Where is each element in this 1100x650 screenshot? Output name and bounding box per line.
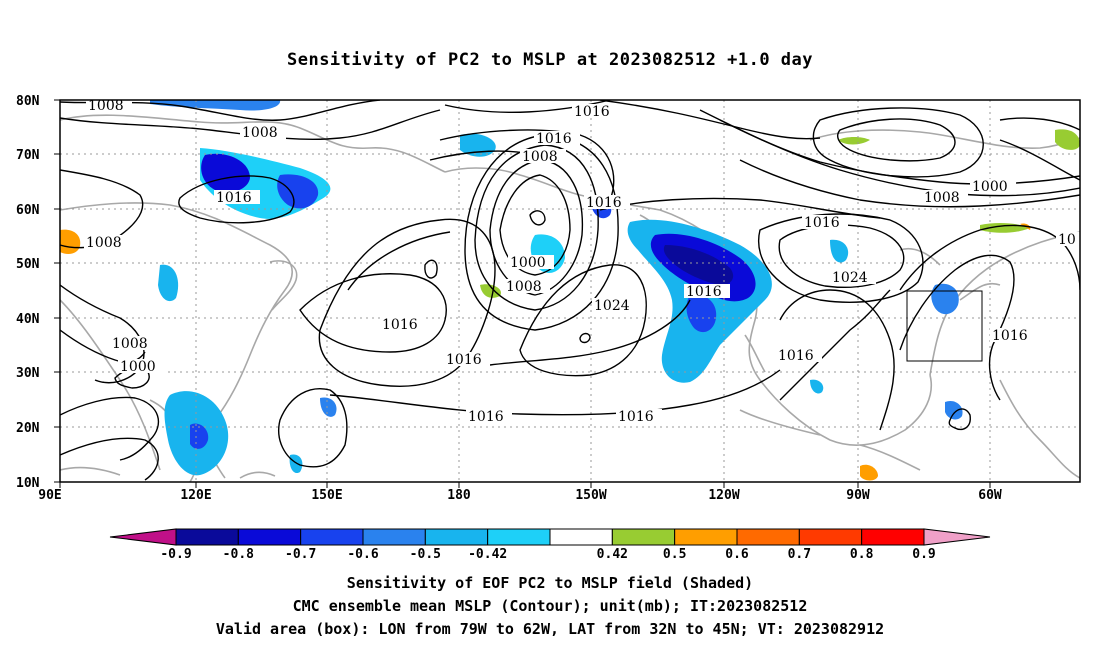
longitude-labels: 90E 120E 150E 180 150W 120W 90W 60W [38,488,1002,503]
contour-label: 1008 [506,279,542,295]
axis-ticks [54,99,991,488]
contour-label: 10 [1058,232,1076,248]
contour-label: 1000 [972,179,1008,195]
map-plot-area: 1008 1008 1016 1008 1016 1000 1008 1008 … [60,98,1080,482]
contour-label: 1000 [510,255,546,271]
contour-label: 1016 [778,348,814,364]
colorbar-segment [362,528,426,546]
colorbar-tick-label: 0.8 [850,547,874,562]
colorbar-segment [611,528,676,546]
lat-label: 10N [16,476,40,491]
lon-label: 150E [311,488,342,503]
lat-label: 40N [16,312,40,327]
contour-label: 1008 [88,98,124,114]
map-frame [59,99,1081,483]
colorbar-tick-label: 0.9 [912,547,935,562]
contour-label: 1000 [120,359,156,375]
contour-label: 1024 [594,298,630,314]
contour-labels: 1008 1008 1016 1008 1016 1000 1008 1008 … [84,98,1080,425]
colorbar-segment [736,528,800,546]
colorbar-segment [674,528,738,546]
contour-label: 1016 [992,328,1028,344]
contour-label: 1016 [468,409,504,425]
lon-label: 120E [180,488,211,503]
lat-label: 30N [16,366,40,381]
colorbar-segment [861,528,925,546]
lon-label: 150W [575,488,606,503]
contour-label: 1016 [216,190,252,206]
lat-label: 20N [16,421,40,436]
colorbar-tick-label: 0.42 [597,547,628,562]
map-title: Sensitivity of PC2 to MSLP at 2023082512… [286,50,813,70]
lon-label: 120W [708,488,739,503]
lat-label: 80N [16,94,40,109]
contour-label: 1008 [924,190,960,206]
lat-label: 60N [16,203,40,218]
colorbar-tick-label: 0.6 [725,547,749,562]
graticule [60,100,1080,482]
contour-label: 1016 [804,215,840,231]
colorbar-tick-label: -0.7 [285,547,316,562]
colorbar-segment [175,528,239,546]
lon-label: 60W [978,488,1002,503]
colorbar-tick-label: -0.5 [410,547,441,562]
contour-label: 1008 [242,125,278,141]
lat-label: 70N [16,148,40,163]
contour-label: 1016 [382,317,418,333]
contour-label: 1016 [536,131,572,147]
colorbar-segment [109,528,177,546]
colorbar-tick-label: -0.6 [347,547,378,562]
colorbar-segment [798,528,863,546]
lon-label: 90W [846,488,870,503]
contour-label: 1016 [574,104,610,120]
contour-label: 1016 [586,195,622,211]
colorbar-segment [424,528,489,546]
contour-label: 1008 [522,149,558,165]
lon-label: 90E [38,488,61,503]
lon-label: 180 [447,488,471,503]
caption-line-1: Sensitivity of EOF PC2 to MSLP field (Sh… [346,574,754,592]
colorbar-tick-label: 0.5 [663,547,686,562]
contour-label: 1016 [686,284,722,300]
colorbar-tick-label: -0.42 [468,547,507,562]
contour-label: 1016 [446,352,482,368]
latitude-labels: 80N 70N 60N 50N 40N 30N 20N 10N [16,94,40,491]
color-bar [109,528,991,546]
colorbar-tick-label: 0.7 [788,547,811,562]
caption-line-3: Valid area (box): LON from 79W to 62W, L… [215,620,885,638]
valid-area-box [906,290,983,362]
contour-label: 1016 [618,409,654,425]
colorbar-segment [237,528,302,546]
colorbar-segment [549,528,613,546]
contour-label: 1008 [86,235,122,251]
colorbar-tick-label: -0.9 [160,547,191,562]
colorbar-segment [923,528,991,546]
colorbar-segment [487,528,551,546]
color-bar-labels: -0.9 -0.8 -0.7 -0.6 -0.5 -0.42 0.42 0.5 0.6 0.7 0.… [160,547,935,562]
caption-line-2: CMC ensemble mean MSLP (Contour); unit(m… [292,597,808,615]
colorbar-segment [300,528,364,546]
colorbar-tick-label: -0.8 [223,547,254,562]
contour-label: 1024 [832,270,868,286]
contour-label: 1008 [112,336,148,352]
lat-label: 50N [16,257,40,272]
